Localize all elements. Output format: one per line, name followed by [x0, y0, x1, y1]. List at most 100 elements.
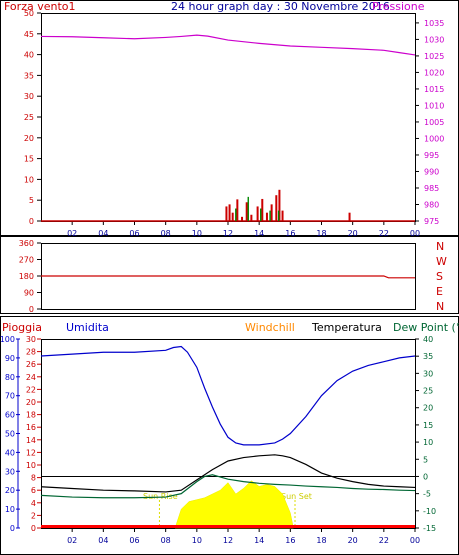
dewpoint-line: [40, 474, 416, 499]
humidity-tick-label: 60: [5, 411, 15, 420]
direction-tick-label: 90: [24, 289, 34, 298]
humidity-tick-label: 30: [5, 467, 15, 476]
wind-bar: [261, 198, 264, 221]
rain-tick-label: 14: [26, 436, 36, 445]
hour-tick-label: 22: [379, 229, 389, 238]
wind-bar: [278, 189, 281, 221]
humidity-line: [40, 345, 416, 446]
rain-tick-label: 28: [26, 348, 36, 357]
pressure-tick-label: 990: [424, 167, 439, 176]
compass-label: S: [436, 270, 443, 283]
pressure-tick-label: 985: [424, 184, 439, 193]
wind-bar: [265, 212, 268, 221]
hour-tick-label: 16: [285, 229, 295, 238]
wind-bar: [348, 212, 351, 221]
rain-tick-label: 24: [26, 373, 36, 382]
hour-tick-label: 18: [316, 536, 326, 545]
wind-tick-label: 25: [24, 113, 34, 122]
wind-tick-label: 10: [24, 175, 34, 184]
hour-tick-label: 20: [348, 536, 358, 545]
temperature-tick-label: 0: [423, 472, 428, 481]
pressure-tick-label: 1000: [424, 134, 444, 143]
pressure-tick-label: 995: [424, 151, 439, 160]
rain-tick-label: 8: [31, 474, 36, 483]
temperature-tick-label: 5: [423, 455, 428, 464]
hour-tick-label: 04: [98, 229, 108, 238]
compass-label: N: [436, 300, 444, 313]
humidity-tick-label: 90: [5, 354, 15, 363]
humidity-tick-label: 10: [5, 505, 15, 514]
sunrise-label: Sun Rise: [143, 492, 178, 501]
pressure-tick-label: 1030: [424, 35, 444, 44]
humidity-tick-label: 40: [5, 448, 15, 457]
graph-title: 24 hour graph day : 30 Novembre 2016: [171, 0, 390, 13]
temperature-tick-label: 40: [423, 335, 433, 344]
hour-tick-label: 08: [161, 229, 171, 238]
pressure-tick-label: 1010: [424, 101, 444, 110]
wind-bar: [236, 199, 239, 221]
humidity-tick-label: 100: [0, 335, 15, 344]
bottom-chart-group: 0102030405060708090100024681012141618202…: [0, 335, 436, 545]
rain-tick-label: 20: [26, 398, 36, 407]
rain-tick-label: 18: [26, 411, 36, 420]
hour-tick-label: 10: [192, 229, 202, 238]
rain-axis-label: Pioggia: [2, 321, 42, 334]
hour-tick-label: 00: [410, 536, 420, 545]
hour-tick-label: 08: [161, 536, 171, 545]
temperature-tick-label: 15: [423, 421, 433, 430]
wind-tick-label: 45: [24, 30, 34, 39]
rain-tick-label: 10: [26, 461, 36, 470]
temperature-tick-label: 20: [423, 404, 433, 413]
pressure-tick-label: 1035: [424, 19, 444, 28]
pressure-line: [40, 34, 416, 56]
rain-tick-label: 2: [31, 511, 36, 520]
pressure-tick-label: 1020: [424, 68, 444, 77]
compass-label: E: [436, 285, 443, 298]
temperature-legend: Temperatura: [311, 321, 382, 334]
direction-tick-label: 180: [19, 272, 34, 281]
rain-tick-label: 22: [26, 385, 36, 394]
rain-tick-label: 26: [26, 360, 36, 369]
pressure-tick-label: 980: [424, 200, 439, 209]
wind-tick-label: 20: [24, 134, 34, 143]
rain-baseline: [41, 525, 415, 528]
hour-tick-label: 04: [98, 536, 108, 545]
gust-bar: [235, 208, 237, 221]
hour-tick-label: 14: [254, 229, 264, 238]
direction-tick-label: 0: [29, 305, 34, 314]
pressure-tick-label: 1025: [424, 52, 444, 61]
wind-tick-label: 5: [29, 196, 34, 205]
hour-tick-label: 02: [67, 229, 77, 238]
hour-tick-label: 16: [285, 536, 295, 545]
direction-tick-label: 270: [19, 256, 34, 265]
temperature-tick-label: 35: [423, 352, 433, 361]
pressure-tick-label: 1005: [424, 118, 444, 127]
wind-tick-label: 30: [24, 92, 34, 101]
hour-tick-label: 06: [129, 536, 139, 545]
humidity-tick-label: 70: [5, 392, 15, 401]
wind-bar: [241, 216, 244, 221]
wind-bar: [250, 214, 253, 221]
wind-bar: [231, 212, 234, 221]
hour-tick-label: 12: [223, 229, 233, 238]
solar-area: [174, 480, 294, 529]
hour-tick-label: 18: [316, 229, 326, 238]
temperature-tick-label: 30: [423, 369, 433, 378]
temperature-tick-label: -5: [423, 490, 431, 499]
wind-bar: [281, 210, 284, 221]
gust-bar: [269, 210, 271, 221]
pressure-axis-label: Pressione: [372, 0, 425, 13]
rain-tick-label: 4: [31, 499, 36, 508]
windchill-legend: Windchill: [245, 321, 295, 334]
hour-tick-label: 12: [223, 536, 233, 545]
sunset-label: Sun Set: [281, 492, 312, 501]
wind-tick-label: 15: [24, 155, 34, 164]
pressure-tick-label: 975: [424, 217, 439, 226]
compass-label: W: [436, 255, 447, 268]
gust-bar: [260, 208, 262, 221]
rain-tick-label: 12: [26, 448, 36, 457]
temperature-tick-label: -10: [423, 507, 436, 516]
